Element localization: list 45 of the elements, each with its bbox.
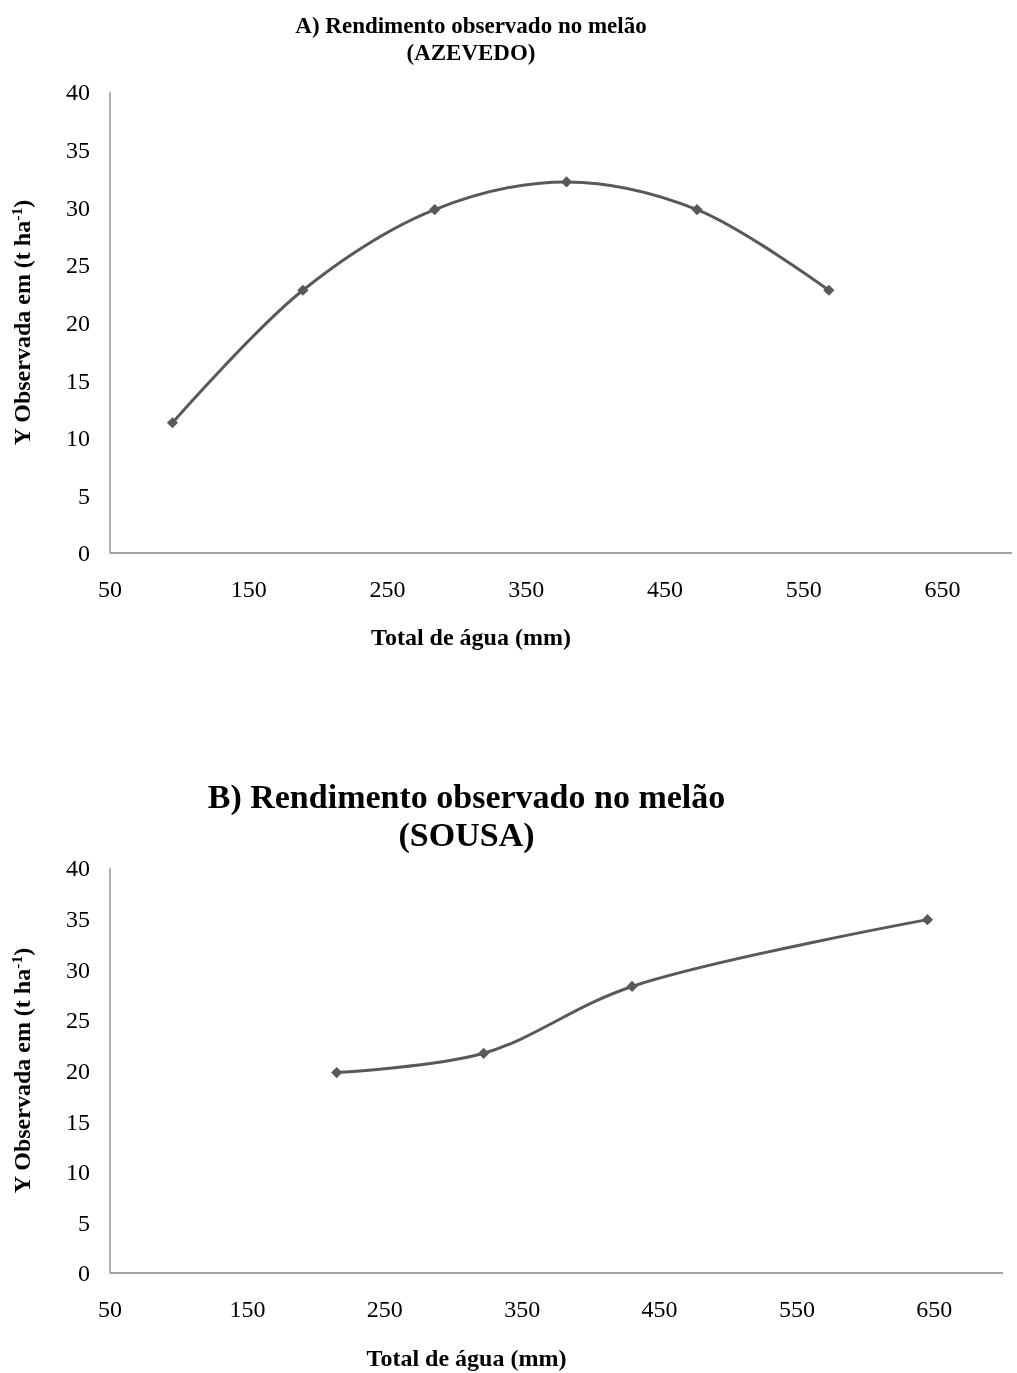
y-tick-label: 30	[66, 194, 90, 221]
y-tick-label: 35	[66, 137, 90, 164]
y-tick-label: 20	[66, 309, 90, 336]
y-tick-label: 5	[78, 1209, 90, 1236]
x-axis-title: Total de água (mm)	[366, 1345, 567, 1371]
x-tick-label: 450	[647, 576, 684, 602]
x-tick-label: 150	[229, 1296, 266, 1322]
y-tick-label: 10	[66, 425, 90, 452]
y-tick-label: 40	[66, 855, 90, 882]
x-tick-label: 550	[778, 1296, 815, 1322]
point	[166, 417, 179, 429]
y-tick-label: 0	[78, 540, 90, 567]
y-tick-label: 20	[66, 1057, 90, 1084]
chart-title: B) Rendimento observado no melão (SOUSA)	[207, 778, 726, 854]
point	[297, 284, 309, 296]
point	[478, 1047, 490, 1059]
y-tick-label: 0	[78, 1260, 90, 1287]
y-tick-label: 35	[66, 906, 90, 933]
point	[429, 203, 441, 216]
x-tick-label: 650	[924, 576, 961, 602]
x-axis-title: Total de água (mm)	[371, 624, 571, 650]
point	[921, 914, 934, 926]
point	[626, 980, 638, 993]
x-tick-label: 50	[98, 576, 122, 602]
y-tick-label: 15	[66, 367, 90, 394]
y-tick-label: 5	[78, 482, 90, 509]
chart-title: A) Rendimento observado no melão (AZEVEDO)	[295, 13, 647, 65]
y-tick-label: 25	[66, 1007, 90, 1034]
point	[331, 1066, 343, 1079]
x-tick-label: 350	[508, 576, 545, 602]
x-tick-label: 350	[504, 1296, 541, 1322]
x-tick-label: 250	[369, 576, 406, 602]
x-tick-label: 650	[916, 1296, 953, 1322]
x-tick-label: 50	[98, 1296, 122, 1322]
x-tick-label: 250	[366, 1296, 403, 1322]
y-tick-label: 15	[66, 1108, 90, 1135]
y-tick-label: 10	[66, 1159, 90, 1186]
x-tick-label: 550	[785, 576, 822, 602]
x-tick-label: 150	[230, 576, 267, 602]
y-tick-label: 40	[66, 79, 90, 106]
y-tick-label: 30	[66, 956, 90, 983]
y-tick-label: 25	[66, 252, 90, 279]
point	[691, 203, 703, 216]
x-tick-label: 450	[641, 1296, 678, 1322]
point	[823, 284, 835, 296]
